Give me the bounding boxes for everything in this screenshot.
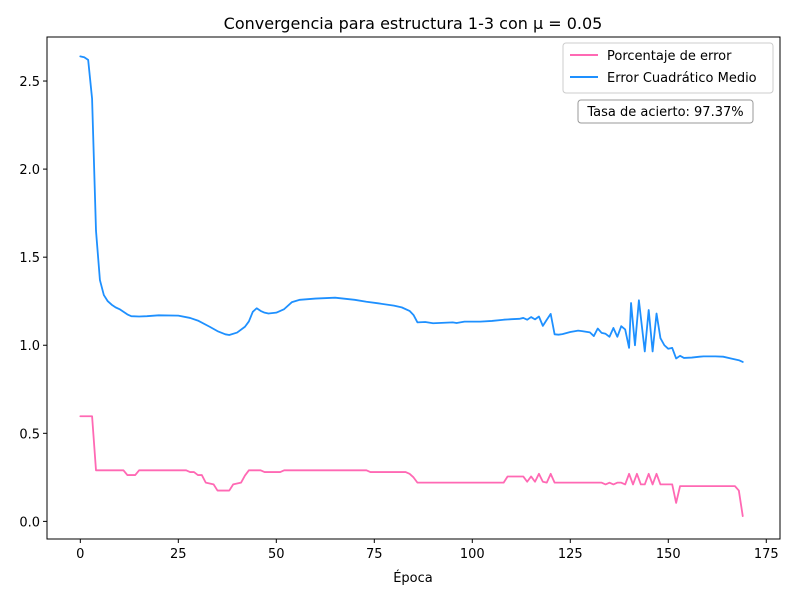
series-line-0 xyxy=(79,415,744,517)
legend-label-0: Porcentaje de error xyxy=(607,49,732,64)
x-tick-label: 75 xyxy=(366,547,383,562)
x-tick-label: 100 xyxy=(460,547,485,562)
x-axis-label: Época xyxy=(393,570,433,586)
y-tick-label: 1.0 xyxy=(19,339,40,354)
y-tick-label: 2.0 xyxy=(19,163,40,178)
y-tick-label: 0.0 xyxy=(19,515,40,530)
x-tick-label: 25 xyxy=(170,547,187,562)
annotation-frame xyxy=(577,99,754,124)
x-tick-label: 0 xyxy=(76,547,84,562)
ticks-layer: 0 25 50 75 100 125 150 175 0.0 0.5 1.0 1.5 2.0 2.5 xyxy=(19,75,778,562)
annotation-box: Tasa de acierto: 97.37% xyxy=(577,99,754,124)
y-tick-label: 1.5 xyxy=(19,251,40,266)
legend: Porcentaje de error Error Cuadrático Medi… xyxy=(562,42,774,94)
x-tick-label: 125 xyxy=(558,547,583,562)
y-tick-label: 2.5 xyxy=(19,75,40,90)
x-tick-label: 175 xyxy=(754,547,779,562)
annotation-text: Tasa de acierto: 97.37% xyxy=(586,105,743,120)
x-tick-label: 150 xyxy=(656,547,681,562)
series-layer xyxy=(79,55,744,517)
legend-label-1: Error Cuadrático Medio xyxy=(607,71,757,86)
x-tick-label: 50 xyxy=(268,547,285,562)
legend-frame xyxy=(562,42,774,94)
y-tick-label: 0.5 xyxy=(19,427,40,442)
series-line-1 xyxy=(79,55,744,363)
chart-title: Convergencia para estructura 1-3 con μ =… xyxy=(224,14,603,33)
plot-frame xyxy=(46,36,781,540)
